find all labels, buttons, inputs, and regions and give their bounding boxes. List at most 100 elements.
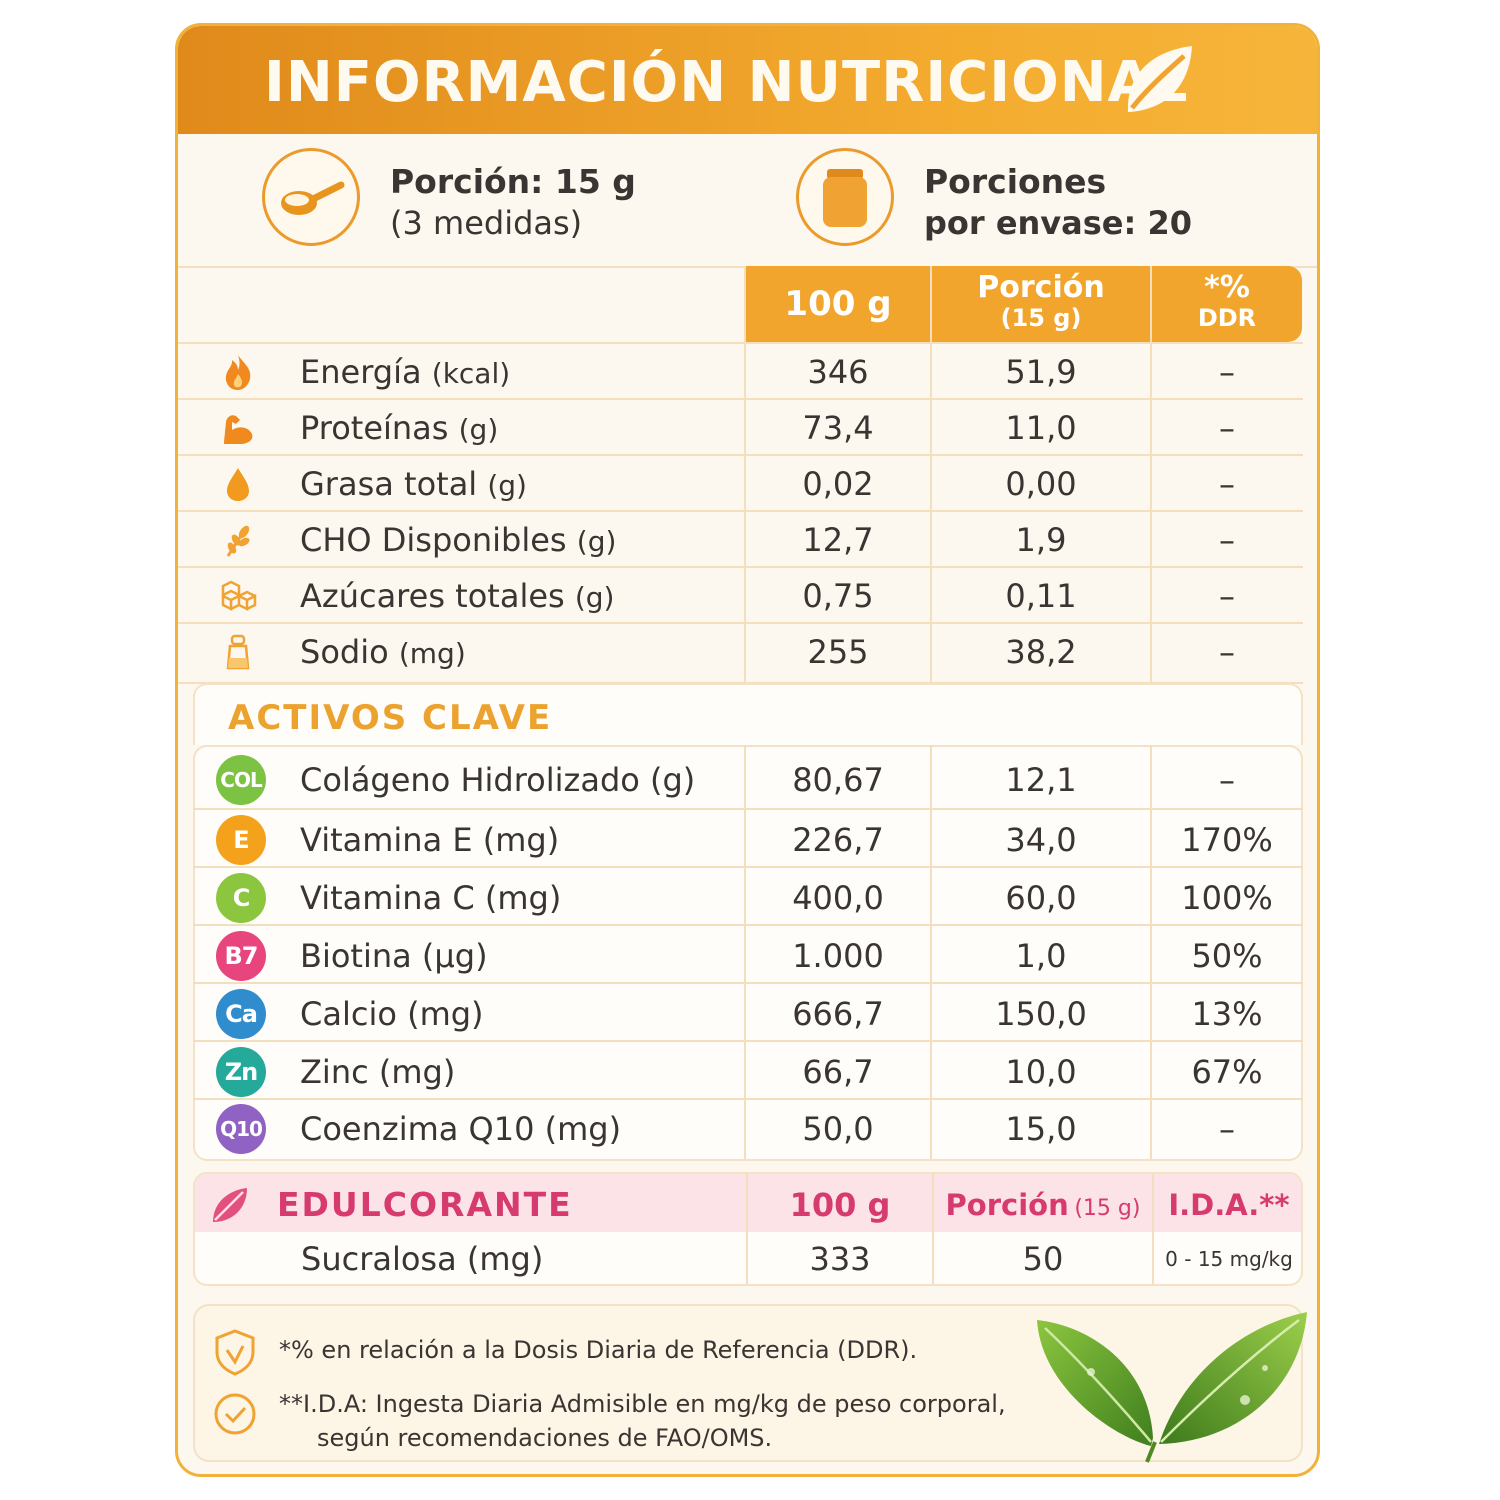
actives-title: ACTIVOS CLAVE: [228, 698, 553, 738]
value-100g: 226,7: [792, 821, 884, 859]
nutrient-name: Azúcares totales: [300, 577, 565, 615]
value-portion: 0,00: [1005, 465, 1077, 503]
divider: [193, 808, 1303, 810]
nutrient-unit: (g): [458, 413, 499, 446]
value-portion: 51,9: [1005, 353, 1077, 391]
active-name: Vitamina E (mg): [300, 821, 560, 859]
sweetener-value-100g: 333: [809, 1240, 871, 1278]
nutrient-row: Proteínas (g) 73,4 11,0 –: [178, 400, 1303, 456]
value-100g: 1.000: [792, 937, 884, 975]
value-100g: 0,02: [802, 465, 874, 503]
value-portion: 38,2: [1005, 633, 1077, 671]
value-ddr: –: [1219, 465, 1235, 503]
divider: [746, 1174, 748, 1284]
salt-shaker-icon: [226, 634, 250, 670]
actives-heading-box: [193, 683, 1303, 745]
scoop-icon: [262, 148, 360, 246]
active-row: C Vitamina C (mg) 400,0 60,0 100%: [178, 870, 1303, 926]
divider: [178, 510, 1303, 512]
sweetener-value-portion: 50: [1022, 1240, 1064, 1278]
sweetener-header: [195, 1174, 1301, 1232]
serving-label: Porción: 15 g: [390, 162, 636, 201]
value-100g: 73,4: [802, 409, 874, 447]
divider: [1152, 1174, 1154, 1284]
check-circle-icon: [214, 1393, 256, 1435]
value-portion: 150,0: [995, 995, 1087, 1033]
divider: [178, 454, 1303, 456]
value-ddr: 67%: [1191, 1053, 1263, 1091]
value-ddr: –: [1219, 1110, 1235, 1148]
nutrient-row: Azúcares totales (g) 0,75 0,11 –: [178, 568, 1303, 624]
muscle-icon: [224, 415, 253, 444]
divider: [744, 266, 746, 684]
wheat-icon: [226, 525, 250, 557]
value-ddr: 170%: [1181, 821, 1273, 859]
shield-icon: [215, 1329, 255, 1376]
leaf-icon: [213, 1188, 247, 1222]
value-100g: 255: [807, 633, 869, 671]
nutrient-unit: (kcal): [431, 357, 511, 390]
sweetener-title: EDULCORANTE: [277, 1185, 573, 1224]
leaf-icon: [1127, 46, 1192, 112]
value-ddr: –: [1219, 409, 1235, 447]
serving-sub: (3 medidas): [390, 204, 583, 242]
nutrition-panel: INFORMACIÓN NUTRICIONAL Porción: 15 g (3…: [175, 23, 1320, 1477]
active-row: COL Colágeno Hidrolizado (g) 80,67 12,1 …: [178, 752, 1303, 808]
collagen-badge-icon: COL: [216, 755, 266, 805]
value-portion: 1,0: [1015, 937, 1067, 975]
value-100g: 666,7: [792, 995, 884, 1033]
active-name: Calcio (mg): [300, 995, 484, 1033]
nutrient-row: Energía (kcal) 346 51,9 –: [178, 344, 1303, 400]
value-100g: 0,75: [802, 577, 874, 615]
active-name: Vitamina C (mg): [300, 879, 562, 917]
divider: [178, 342, 1303, 344]
sweetener-col-portion: Porción (15 g): [945, 1188, 1141, 1222]
divider: [744, 745, 746, 1159]
divider: [178, 622, 1303, 624]
nutrient-unit: (g): [574, 581, 615, 614]
value-ddr: 13%: [1191, 995, 1263, 1033]
active-row: Zn Zinc (mg) 66,7 10,0 67%: [178, 1044, 1303, 1100]
nutrient-name: Sodio: [300, 633, 389, 671]
divider: [1150, 745, 1152, 1159]
green-leaves-image: [1037, 1312, 1307, 1463]
active-name: Zinc (mg): [300, 1053, 456, 1091]
footnote-ida-line2: según recomendaciones de FAO/OMS.: [317, 1424, 773, 1452]
value-100g: 400,0: [792, 879, 884, 917]
jar-icon: [796, 148, 894, 246]
divider: [193, 1040, 1303, 1042]
value-portion: 60,0: [1005, 879, 1077, 917]
divider: [193, 1098, 1303, 1100]
col-header-portion: Porción (15 g): [932, 266, 1150, 342]
col-header-100g: 100 g: [746, 266, 930, 342]
value-ddr: –: [1219, 521, 1235, 559]
biotin-badge-icon: B7: [216, 931, 266, 981]
servings-line2: por envase: 20: [924, 204, 1192, 242]
value-100g: 66,7: [802, 1053, 874, 1091]
servings-line1: Porciones: [924, 162, 1107, 201]
actives-box: [193, 745, 1303, 1161]
nutrient-row: CHO Disponibles (g) 12,7 1,9 –: [178, 512, 1303, 568]
active-name: Biotina (µg): [300, 937, 488, 975]
active-name: Coenzima Q10 (mg): [300, 1110, 622, 1148]
nutrient-name: Grasa total: [300, 465, 478, 503]
coq10-badge-icon: Q10: [216, 1104, 266, 1154]
active-name: Colágeno Hidrolizado (g): [300, 761, 696, 799]
col-header-ddr: *% DDR: [1152, 266, 1302, 342]
value-100g: 50,0: [802, 1110, 874, 1148]
nutrient-unit: (g): [487, 469, 527, 502]
sweetener-name: Sucralosa (mg): [301, 1240, 544, 1278]
page-title: INFORMACIÓN NUTRICIONAL: [264, 50, 1189, 115]
value-portion: 0,11: [1005, 577, 1077, 615]
value-ddr: –: [1219, 353, 1235, 391]
value-ddr: –: [1219, 633, 1235, 671]
active-row: Q10 Coenzima Q10 (mg) 50,0 15,0 –: [178, 1101, 1303, 1157]
nutrient-unit: (mg): [398, 637, 466, 670]
divider: [193, 924, 1303, 926]
nutrient-name: Proteínas: [300, 409, 449, 447]
nutrient-unit: (g): [576, 525, 617, 558]
sugar-cubes-icon: [221, 580, 257, 612]
divider: [932, 1174, 934, 1284]
zinc-badge-icon: Zn: [216, 1047, 266, 1097]
footnote-ida-line1: **I.D.A: Ingesta Diaria Admisible en mg/…: [279, 1390, 1006, 1418]
